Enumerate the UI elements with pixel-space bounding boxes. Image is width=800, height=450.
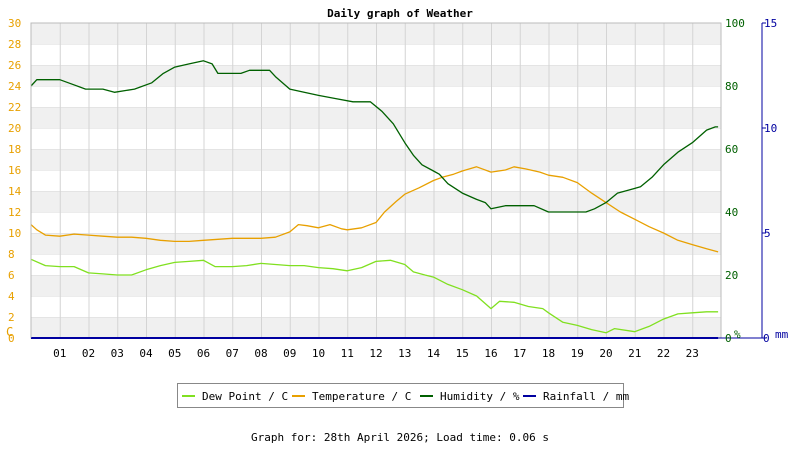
- left-tick-label: 22: [8, 101, 21, 114]
- left-tick-label: 28: [8, 38, 21, 51]
- humidity-tick-label: 60: [725, 143, 738, 156]
- legend-item-rainfall: Rainfall / mm: [523, 390, 629, 403]
- humidity-tick-label: 40: [725, 206, 738, 219]
- left-tick-label: 14: [8, 185, 22, 198]
- rain-tick-label: 0: [763, 332, 770, 345]
- x-tick-label: 22: [657, 347, 670, 360]
- rain-tick-label: 10: [764, 122, 777, 135]
- x-tick-label: 10: [312, 347, 325, 360]
- left-tick-label: 24: [8, 80, 22, 93]
- x-tick-label: 04: [139, 347, 153, 360]
- left-tick-label: 18: [8, 143, 21, 156]
- left-tick-label: 26: [8, 59, 21, 72]
- rain-axis-unit: mm: [775, 328, 789, 341]
- legend-swatch-humidity: [420, 395, 433, 397]
- legend-item-dew-point: Dew Point / C: [182, 390, 288, 403]
- legend-label-temperature: Temperature / C: [312, 390, 412, 403]
- left-tick-label: 30: [8, 17, 21, 30]
- left-tick-label: 4: [8, 290, 15, 303]
- humidity-axis-unit: %: [734, 328, 741, 341]
- left-tick-label: 10: [8, 227, 21, 240]
- legend-item-humidity: Humidity / %: [420, 390, 519, 403]
- x-tick-label: 17: [513, 347, 526, 360]
- rain-tick-label: 5: [764, 227, 771, 240]
- x-tick-label: 18: [542, 347, 555, 360]
- x-tick-label: 06: [197, 347, 210, 360]
- left-tick-label: 0: [8, 332, 15, 345]
- graph-footer: Graph for: 28th April 2026; Load time: 0…: [250, 431, 549, 444]
- legend-swatch-dew-point: [182, 395, 195, 397]
- x-tick-label: 02: [82, 347, 95, 360]
- left-tick-label: 16: [8, 164, 21, 177]
- left-tick-label: 6: [8, 269, 15, 282]
- series-line-dew-point: [30, 258, 719, 334]
- vertical-grid: [59, 23, 694, 338]
- legend-item-temperature: Temperature / C: [292, 390, 411, 403]
- left-axis-unit: C: [6, 325, 13, 339]
- x-tick-label: 11: [341, 347, 354, 360]
- humidity-tick-label: 100: [725, 17, 745, 30]
- x-tick-label: 19: [571, 347, 584, 360]
- x-tick-label: 13: [398, 347, 411, 360]
- rain-tick-label: 15: [764, 17, 777, 30]
- chart-title: Daily graph of Weather: [327, 7, 473, 20]
- x-tick-label: 07: [226, 347, 239, 360]
- humidity-tick-label: 20: [725, 269, 738, 282]
- legend-label-rainfall: Rainfall / mm: [543, 390, 630, 403]
- x-tick-label: 16: [484, 347, 497, 360]
- legend-swatch-temperature: [292, 395, 305, 397]
- series-line-temperature: [30, 166, 719, 253]
- x-tick-label: 14: [427, 347, 441, 360]
- legend-label-dew-point: Dew Point / C: [202, 390, 289, 403]
- humidity-tick-label: 0: [725, 332, 732, 345]
- left-tick-label: 12: [8, 206, 21, 219]
- x-tick-label: 15: [456, 347, 469, 360]
- x-tick-label: 01: [53, 347, 66, 360]
- x-tick-label: 12: [369, 347, 382, 360]
- legend-label-humidity: Humidity / %: [440, 390, 520, 403]
- axis-ticks: 0246810121416182022242628300204060801000…: [8, 17, 777, 360]
- x-tick-label: 21: [628, 347, 641, 360]
- x-tick-label: 05: [168, 347, 181, 360]
- x-tick-label: 03: [111, 347, 124, 360]
- x-tick-label: 08: [254, 347, 267, 360]
- humidity-tick-label: 80: [725, 80, 738, 93]
- x-tick-label: 20: [599, 347, 612, 360]
- series-line-humidity: [30, 60, 719, 213]
- left-tick-label: 8: [8, 248, 15, 261]
- x-tick-label: 09: [283, 347, 296, 360]
- left-tick-label: 20: [8, 122, 21, 135]
- legend: Dew Point / C Temperature / C Humidity /…: [177, 383, 629, 408]
- left-tick-label: 2: [8, 311, 15, 324]
- x-tick-label: 23: [686, 347, 699, 360]
- legend-swatch-rainfall: [523, 395, 536, 397]
